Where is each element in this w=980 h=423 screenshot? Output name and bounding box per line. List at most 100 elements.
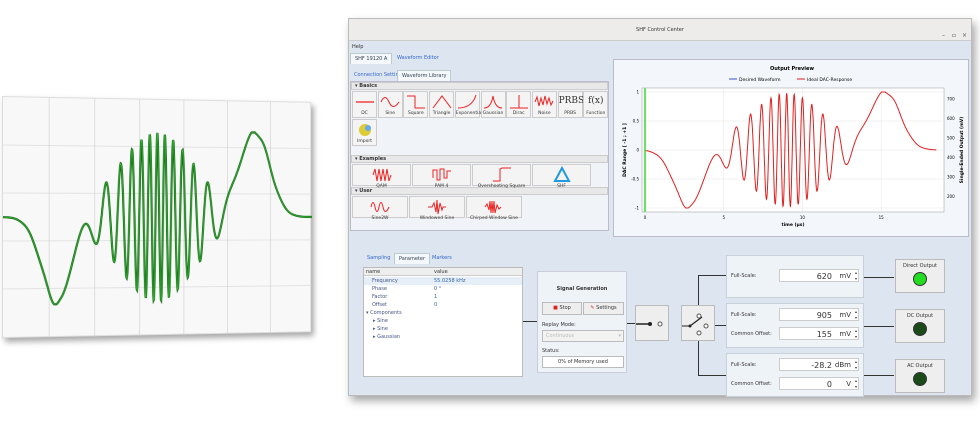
waveform-gaussian[interactable]: Gaussian [480,91,506,118]
ac-output-label: AC Output [907,363,933,369]
waveform-import[interactable]: Import [352,119,377,146]
section-label: User [359,188,373,194]
dc-full-scale-input[interactable]: 905 mV ▴ ▾ [779,308,859,321]
input-switch[interactable] [635,305,669,341]
waveform-label: Overshooting Square [477,184,526,189]
spin-arrows-icon[interactable]: ▴ ▾ [854,378,857,389]
waveform-windowed-sine[interactable]: Windowed Sine [409,196,465,221]
dc-output-label: DC Output [906,313,934,319]
spin-arrows-icon[interactable]: ▴ ▾ [854,270,857,281]
direct-output-led [913,272,927,286]
replay-mode-value: Continuous [546,333,575,339]
waveform-label: Dirac [512,111,525,116]
section-label: Examples [359,156,387,162]
dc-output-button[interactable]: DC Output [895,309,945,343]
waveform-sine[interactable]: Sine [377,91,403,118]
legend-label[interactable]: Desired Waveform [739,77,780,83]
prbs-icon: PRBS [558,96,585,106]
tab-connection-settings[interactable]: Connection Settings [354,72,405,78]
waveform-dc[interactable]: DC [352,91,377,118]
right-tick-label: 600 [947,116,955,121]
waveform-shf[interactable]: SHF [532,164,591,189]
waveform-overshooting-square[interactable]: Overshooting Square [472,164,531,189]
connector-line [715,325,726,326]
waveform-label: SHF [557,184,566,189]
dc-common-offset-input[interactable]: 155 mV ▴ ▾ [779,327,859,340]
waveform-function[interactable]: f(x) Function [583,91,609,118]
dirac-icon [509,95,528,109]
value: 905 [816,311,832,320]
tab-device[interactable]: SHF 19120 A [350,53,393,64]
spin-arrows-icon[interactable]: ▴ ▾ [854,309,857,320]
waveform-exponential[interactable]: Exponential [454,91,482,118]
ac-output-button[interactable]: AC Output [895,359,945,393]
waveform-noise[interactable]: Noise [531,91,557,118]
stop-button[interactable]: ■ Stop [542,302,582,315]
value: 155 [816,330,832,339]
parameter-row[interactable]: Frequency 55.0258 kHz [364,277,522,285]
tab-markers[interactable]: Markers [432,255,452,261]
tab-sampling[interactable]: Sampling [367,255,391,261]
stop-label: Stop [559,305,571,311]
output-selector-switch[interactable] [681,305,715,341]
waveform-dirac[interactable]: Dirac [506,91,532,118]
close-button[interactable]: × [961,32,967,39]
section-examples[interactable]: ▾ Examples [351,155,608,163]
minimize-button[interactable]: – [942,32,945,39]
y-tick-label: 0.5 [633,119,640,124]
waveform-label: Import [357,139,372,144]
connector-line [627,323,639,324]
direct-output-settings: Full-Scale: 620 mV ▴ ▾ [726,255,864,298]
x-tick-label: 15 [879,215,885,220]
expand-icon: ▾ [366,310,371,316]
section-basics[interactable]: ▾ Basics [351,82,608,90]
parameter-row[interactable]: Offset 0 [364,301,522,309]
stop-icon: ■ [553,305,558,311]
waveform-pam-4[interactable]: PAM 4 [412,164,471,189]
settings-icon: ✎ [590,305,595,311]
direct-full-scale-input[interactable]: 620 mV ▴ ▾ [779,269,859,282]
section-user[interactable]: ▾ User [351,187,608,195]
ideal-dac-response-line [645,91,937,209]
arrow-line [864,326,894,327]
common-offset-label: Common Offset: [731,331,772,337]
ac-common-offset-input[interactable]: 0 V ▴ ▾ [779,377,859,390]
ac-full-scale-input[interactable]: -28.2 dBm ▴ ▾ [779,358,859,371]
pam-4-icon [432,168,451,181]
waveform-square[interactable]: Square [403,91,429,118]
tab-waveform-editor[interactable]: Waveform Editor [397,55,439,61]
tree-node-component[interactable]: ▸ Gaussian [364,333,522,341]
collapse-icon: ▸ [373,334,378,340]
waveform-prbs[interactable]: PRBS PRBS [557,91,585,118]
spin-arrows-icon[interactable]: ▴ ▾ [854,359,857,370]
parameter-row[interactable]: Factor 1 [364,293,522,301]
parameter-row[interactable]: Phase 0 ° [364,285,522,293]
waveform-label: Sine2W [371,216,389,221]
unit: mV [839,311,851,319]
tree-node-components[interactable]: ▾ Components [364,309,522,317]
unit: mV [839,330,851,338]
tree-node-component[interactable]: ▸ Sine [364,317,522,325]
menu-help[interactable]: Help [352,44,364,50]
replay-mode-select[interactable]: Continuous ▾ [542,330,624,342]
waveform-qam[interactable]: QAM [352,164,411,189]
connector-line [698,341,699,375]
direct-output-button[interactable]: Direct Output [895,259,945,293]
tab-parameter[interactable]: Parameter [394,253,431,264]
sine2w-icon [370,202,390,212]
waveform-chirped-window-sine[interactable]: Chirped Window Sine [466,196,522,221]
status-label: Status: [542,348,560,354]
node-label: Sine [377,326,388,332]
waveform-triangle[interactable]: Triangle [429,91,455,118]
right-tick-label: 700 [947,96,955,101]
legend-label[interactable]: Ideal DAC-Response [807,77,852,83]
settings-button[interactable]: ✎ Settings [583,302,624,315]
waveform-library: ▾ Basics ▾ Examples ▾ User DC Sine Square T… [350,81,609,231]
maximize-button[interactable]: ▫ [951,32,956,39]
spin-arrows-icon[interactable]: ▴ ▾ [854,328,857,339]
waveform-sine2w[interactable]: Sine2W [352,196,408,221]
tree-node-component[interactable]: ▸ Sine [364,325,522,333]
connector-line [698,275,726,276]
switch-icon [636,321,663,327]
tab-waveform-library[interactable]: Waveform Library [397,70,452,81]
